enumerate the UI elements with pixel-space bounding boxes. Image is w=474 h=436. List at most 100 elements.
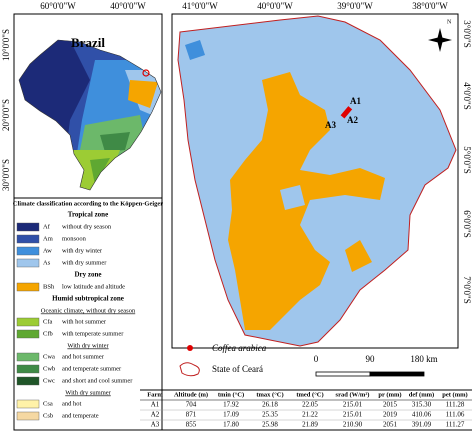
region [90, 158, 110, 185]
table-header: srad (W/m²) [336, 391, 370, 398]
table-header: Altitude (m) [174, 391, 208, 398]
legend-code: Cfb [43, 330, 53, 337]
legend-code: Csb [43, 412, 53, 419]
farm-label: A3 [325, 120, 336, 130]
table-header: Farm [147, 391, 163, 398]
table-cell: 21.22 [302, 411, 318, 419]
table-cell: A2 [151, 411, 160, 419]
legend-label: and hot summer [62, 353, 105, 360]
legend-swatch [16, 352, 40, 362]
legend-code: Af [43, 223, 51, 230]
bsh-region [345, 240, 372, 272]
map-lat-label: 7°0'0"S [462, 276, 472, 303]
study-area-marker [142, 69, 150, 77]
table-header: pet (mm) [442, 391, 467, 398]
legend-label: and hot [62, 400, 82, 407]
inset-lon-label: 40°0'0"W [110, 1, 146, 11]
table-cell: A1 [151, 401, 160, 409]
table-cell: 17.09 [223, 411, 239, 419]
legend-code: Cwb [43, 365, 55, 372]
farm-label: A2 [347, 115, 358, 125]
legend-label: with hot summer [62, 318, 107, 325]
legend-label: with dry winter [62, 247, 103, 254]
scale-label: 180 km [410, 354, 437, 364]
table-cell: 315.30 [412, 401, 432, 409]
climate-legend: Climate classification according to the … [13, 200, 163, 421]
brazil-outline [18, 39, 162, 191]
legend-swatch [16, 329, 40, 339]
map-lat-label: 5°0'0"S [462, 146, 472, 173]
arrow-shape [428, 37, 452, 43]
legend-code: Cfa [43, 318, 53, 325]
table-cell: A3 [151, 421, 160, 429]
farm-marker [340, 106, 353, 119]
legend-subheading: Oceanic climate, without dry season [41, 307, 136, 314]
map-lat-label: 3°0'0"S [462, 20, 472, 47]
legend-label: and temperate [62, 412, 99, 419]
legend-swatch [16, 258, 40, 268]
legend-label: monsoon [62, 235, 87, 242]
table-header: tmax (°C) [256, 391, 283, 398]
table-cell: 2019 [383, 411, 398, 419]
legend-swatch [16, 222, 40, 232]
table-cell: 855 [186, 421, 197, 429]
table-cell: 111.06 [446, 411, 465, 419]
table-cell: 25.35 [262, 411, 278, 419]
legend-swatch [16, 364, 40, 374]
legend-heading: Dry zone [74, 271, 101, 279]
table-cell: 2051 [383, 421, 398, 429]
map-lat-label: 6°0'0"S [462, 210, 472, 237]
region [128, 80, 158, 108]
inset-lon-label: 60°0'0"W [40, 1, 76, 11]
legend-heading: Tropical zone [68, 211, 108, 219]
legend-subheading: With dry winter [67, 342, 109, 349]
inset-title: Brazil [71, 35, 105, 50]
legend-heading: Humid subtropical zone [52, 295, 124, 303]
legend-label: with dry summer [62, 259, 107, 266]
legend-label: Coffea arabica [212, 343, 267, 353]
legend-swatch [16, 399, 40, 409]
table-header: def (mm) [409, 391, 434, 398]
aw-region [185, 40, 205, 60]
table-cell: 17.80 [223, 421, 239, 429]
inset-lat-label: 10°0'0"S [1, 29, 11, 61]
legend-label: State of Ceará [212, 364, 263, 374]
map-lon-label: 41°0'0"W [182, 1, 218, 11]
table-cell: 704 [186, 401, 197, 409]
north-label: N [447, 19, 452, 25]
legend-label: without dry season [62, 223, 112, 230]
legend-swatch [16, 376, 40, 386]
legend-code: Cwa [43, 353, 55, 360]
table-cell: 111.28 [446, 401, 465, 409]
legend-label: with temperate summer [62, 330, 124, 337]
table-cell: 210.90 [343, 421, 363, 429]
farm-label: A1 [350, 96, 361, 106]
legend-swatch [16, 246, 40, 256]
inset-lat-label: 20°0'0"S [1, 99, 11, 131]
legend-code: BSh [43, 283, 55, 290]
legend-swatch [16, 317, 40, 327]
legend-label: low latitude and altitude [62, 283, 125, 290]
inset-lat-label: 30°0'0"S [1, 159, 11, 191]
as-region [280, 185, 305, 210]
legend-swatch [16, 282, 40, 292]
legend-code: Am [43, 235, 53, 242]
table-cell: 22.05 [302, 401, 318, 409]
north-arrow [428, 28, 452, 52]
legend-code: As [43, 259, 51, 266]
bsh-region [228, 72, 385, 330]
legend-swatch [16, 234, 40, 244]
legend-code: Cwc [43, 377, 55, 384]
scale-label: 0 [314, 354, 319, 364]
map-lon-label: 39°0'0"W [337, 1, 373, 11]
table-cell: 26.18 [262, 401, 278, 409]
table-cell: 25.98 [262, 421, 278, 429]
map-lat-label: 4°0'0"S [462, 82, 472, 109]
table-header: tmin (°C) [218, 391, 244, 398]
table-cell: 391.09 [412, 421, 432, 429]
map-lon-label: 38°0'0"W [412, 1, 448, 11]
table-cell: 2015 [383, 401, 398, 409]
farm-table: Farm Altitude (m) tmin (°C) tmax (°C) tmed (… [140, 389, 472, 431]
table-cell: 17.92 [223, 401, 239, 409]
table-cell: 215.01 [343, 401, 363, 409]
